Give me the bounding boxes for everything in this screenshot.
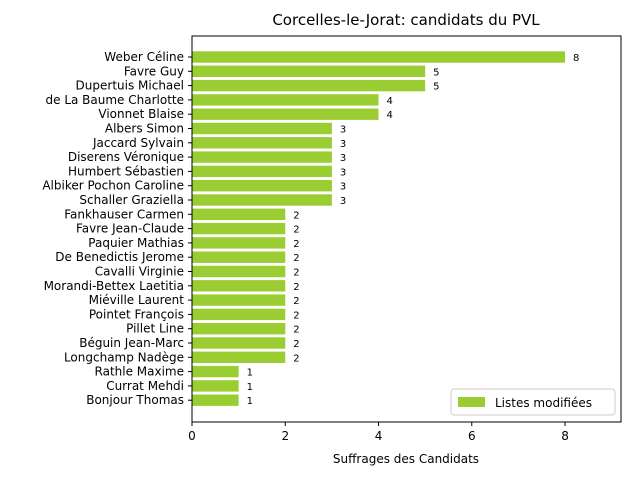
category-label: Longchamp Nadège [64, 350, 184, 364]
bar [192, 165, 332, 178]
data-label: 2 [293, 225, 299, 236]
category-label: De Benedictis Jerome [55, 250, 184, 264]
legend-label: Listes modifiées [495, 396, 592, 410]
bar [192, 94, 379, 106]
bar [192, 337, 286, 349]
data-label: 1 [247, 396, 253, 407]
data-label: 2 [293, 239, 299, 250]
x-axis-ticks: 0 2 4 6 8 [188, 422, 569, 443]
x-tick-label: 2 [281, 429, 289, 443]
data-label: 2 [293, 353, 299, 364]
category-label: Miéville Laurent [89, 293, 185, 307]
x-axis-label: Suffrages des Candidats [333, 452, 479, 466]
category-label: Morandi-Bettex Laetitia [44, 279, 184, 293]
category-label: Vionnet Blaise [98, 107, 184, 121]
bar [192, 351, 286, 363]
legend: Listes modifiées [450, 388, 616, 416]
legend-box [450, 388, 616, 416]
category-label: Schaller Graziella [79, 193, 184, 207]
category-label: Dupertuis Michael [76, 79, 184, 93]
x-tick-label: 4 [375, 429, 383, 443]
bar [192, 251, 286, 263]
legend-swatch [458, 397, 485, 407]
data-label: 1 [247, 368, 253, 379]
data-label: 3 [340, 196, 346, 207]
bar [192, 294, 286, 306]
category-label: de La Baume Charlotte [46, 93, 185, 107]
category-label: Albiker Pochon Caroline [42, 179, 184, 193]
data-label: 2 [293, 282, 299, 293]
bar [192, 151, 332, 163]
bar [192, 222, 286, 235]
category-label: Cavalli Virginie [95, 265, 184, 279]
category-label: Pointet François [89, 307, 184, 321]
bar [192, 137, 332, 149]
data-label: 2 [293, 210, 299, 221]
plot-frame [191, 35, 622, 423]
category-label: Weber Céline [104, 50, 184, 64]
data-label: 4 [387, 96, 393, 107]
data-label: 3 [340, 167, 346, 178]
bar [192, 280, 286, 292]
category-label: Bonjour Thomas [86, 393, 184, 407]
bar [192, 308, 286, 321]
data-label: 2 [293, 339, 299, 350]
bar [192, 394, 239, 406]
bar [192, 237, 286, 249]
data-label: 3 [340, 153, 346, 164]
category-label: Currat Mehdi [106, 379, 184, 393]
category-label: Jaccard Sylvain [92, 136, 184, 150]
x-tick-label: 0 [188, 429, 196, 443]
data-label: 2 [293, 325, 299, 336]
data-label: 2 [293, 310, 299, 321]
data-label: 2 [293, 253, 299, 264]
bar [192, 208, 286, 220]
bar [192, 380, 239, 392]
category-label: Béguin Jean-Marc [79, 336, 184, 350]
bar [192, 79, 426, 92]
data-label: 5 [433, 67, 439, 78]
bar [192, 108, 379, 120]
data-label: 1 [247, 382, 253, 393]
bars-group [192, 51, 566, 406]
bar [192, 194, 332, 206]
bar [192, 122, 332, 135]
bar [192, 51, 566, 63]
category-label: Pillet Line [126, 322, 184, 336]
bar [192, 265, 286, 278]
category-label: Albers Simon [105, 122, 184, 136]
category-label: Paquier Mathias [88, 236, 184, 250]
bar [192, 365, 239, 378]
category-label: Diserens Véronique [68, 150, 184, 164]
x-tick-label: 8 [561, 429, 569, 443]
category-label: Favre Jean-Claude [76, 222, 184, 236]
category-label: Rathle Maxime [95, 365, 184, 379]
bar [192, 65, 426, 77]
category-label: Humbert Sébastien [68, 164, 184, 178]
data-label: 4 [387, 110, 393, 121]
chart-title: Corcelles-le-Jorat: candidats du PVL [272, 11, 540, 29]
bar [192, 180, 332, 192]
data-label: 5 [433, 82, 439, 93]
data-label: 3 [340, 182, 346, 193]
value-labels: 8 5 5 4 4 3 3 3 3 3 3 2 2 2 2 2 2 2 2 2 2 2 1 1 1 [247, 53, 580, 407]
bar [192, 323, 286, 335]
data-label: 8 [573, 53, 579, 64]
data-label: 3 [340, 125, 346, 136]
x-tick-label: 6 [468, 429, 476, 443]
category-label: Fankhauser Carmen [64, 207, 184, 221]
category-label: Favre Guy [124, 64, 184, 78]
data-label: 3 [340, 139, 346, 150]
data-label: 2 [293, 268, 299, 279]
data-label: 2 [293, 296, 299, 307]
